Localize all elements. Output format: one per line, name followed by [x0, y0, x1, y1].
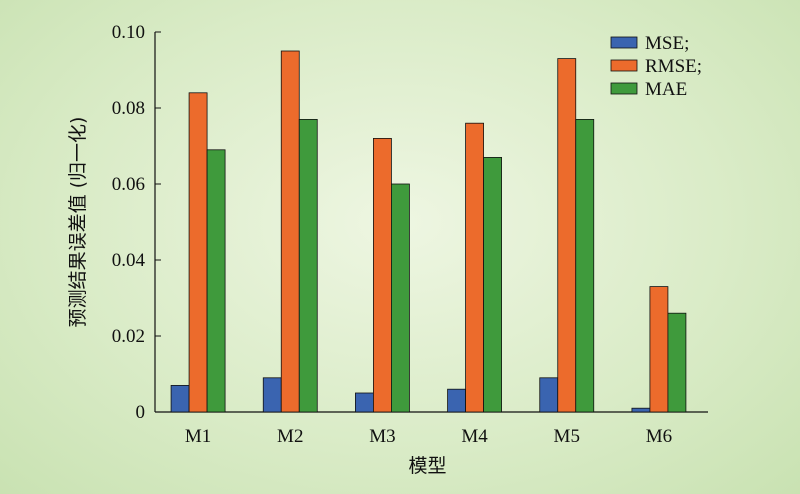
- legend-swatch: [610, 36, 638, 49]
- x-axis: M1 M2 M3 M4 M5 M6: [185, 426, 672, 447]
- bar-mse-m1: [170, 384, 190, 413]
- x-tick-label: M6: [646, 426, 672, 447]
- bar-mse-m6: [631, 407, 651, 413]
- legend-label: RMSE;: [645, 56, 702, 77]
- bar-mse-m5: [539, 377, 559, 413]
- bar-mse-m2: [262, 377, 282, 413]
- bar-rmse-m3: [373, 137, 392, 413]
- x-tick-label: M3: [369, 426, 395, 447]
- bars-group: [170, 50, 687, 413]
- y-tick-label: 0.04: [112, 250, 146, 271]
- legend-label: MAE: [645, 79, 687, 100]
- bar-mae-m2: [298, 119, 318, 413]
- bar-mae-m6: [667, 312, 687, 413]
- x-tick-label: M5: [554, 426, 580, 447]
- bar-mae-m3: [391, 183, 410, 413]
- y-axis: 0 0.02 0.04 0.06 0.08 0.10: [112, 22, 161, 423]
- legend-swatch: [610, 82, 638, 95]
- y-tick-label: 0.06: [112, 174, 145, 195]
- x-axis-title: 模型: [408, 455, 446, 477]
- y-axis-title: 预测结果误差值 (归一化): [67, 117, 89, 328]
- plot-area: [154, 32, 708, 413]
- bar-rmse-m5: [557, 58, 577, 413]
- y-tick-label: 0.08: [112, 98, 145, 119]
- x-tick-label: M1: [185, 426, 211, 447]
- bar-rmse-m2: [280, 50, 300, 413]
- legend-swatch: [610, 59, 638, 72]
- bar-mse-m4: [447, 388, 466, 413]
- bar-rmse-m4: [465, 122, 484, 413]
- bar-mae-m4: [483, 156, 502, 413]
- legend-label: MSE;: [645, 33, 689, 54]
- bar-rmse-m1: [188, 92, 208, 413]
- bar-mae-m1: [206, 149, 226, 413]
- bar-mse-m3: [355, 392, 374, 413]
- y-tick-label: 0: [136, 402, 146, 423]
- x-tick-label: M2: [277, 426, 303, 447]
- y-tick-label: 0.10: [112, 22, 145, 43]
- x-tick-label: M4: [461, 426, 488, 447]
- y-tick-label: 0.02: [112, 326, 145, 347]
- legend: MSE;RMSE;MAE: [610, 33, 702, 100]
- bar-mae-m5: [575, 119, 595, 413]
- bar-rmse-m6: [649, 286, 669, 413]
